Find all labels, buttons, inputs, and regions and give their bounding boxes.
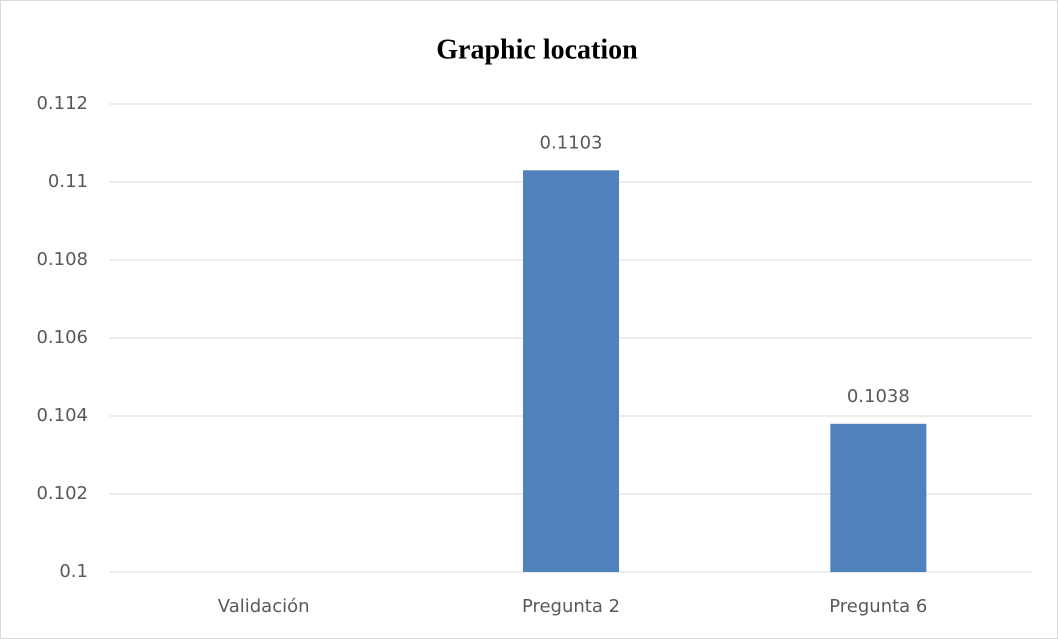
data-label: 0.1103 — [540, 132, 603, 153]
y-tick-label: 0.108 — [36, 249, 88, 270]
y-tick-label: 0.102 — [36, 483, 88, 504]
y-tick-label: 0.112 — [36, 93, 88, 114]
y-tick-label: 0.104 — [36, 405, 88, 426]
chart-title: Graphic location — [436, 34, 638, 65]
data-label: 0.1038 — [847, 386, 910, 407]
x-tick-label: Pregunta 6 — [829, 596, 927, 617]
x-tick-label: Validación — [218, 596, 310, 617]
x-tick-label: Pregunta 2 — [522, 596, 620, 617]
y-tick-label: 0.106 — [36, 327, 88, 348]
y-tick-label: 0.11 — [48, 171, 88, 192]
bar — [523, 170, 619, 573]
bar — [830, 423, 927, 572]
y-tick-label: 0.1 — [59, 561, 88, 582]
